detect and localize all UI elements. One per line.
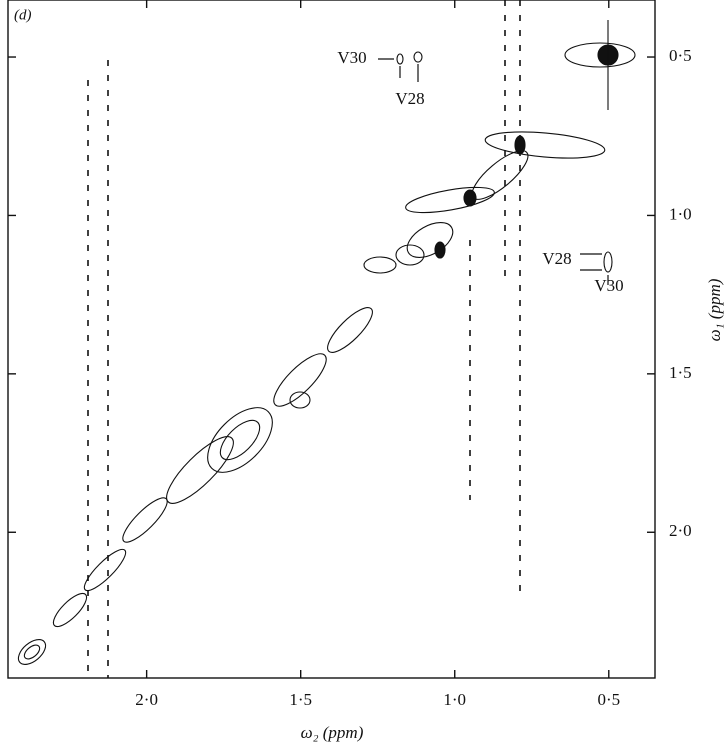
x-tick-label: 0·5 bbox=[597, 690, 620, 709]
y-tick-label: 1·5 bbox=[669, 363, 692, 382]
y-tick-label: 0·5 bbox=[669, 46, 692, 65]
artifact-streaks bbox=[87, 0, 521, 678]
y-axis-title: ω₁ (ppm) bbox=[705, 278, 724, 341]
x-tick-label: 1·0 bbox=[443, 690, 466, 709]
x-tick-label: 2·0 bbox=[135, 690, 158, 709]
annotation-leaders bbox=[378, 58, 609, 285]
annotation: V30 bbox=[337, 48, 366, 67]
annotation: V28 bbox=[542, 249, 571, 268]
y-tick-label: 2·0 bbox=[669, 521, 692, 540]
panel-label: (d) bbox=[14, 7, 32, 23]
x-axis-title: ω₂ (ppm) bbox=[301, 723, 364, 742]
x-tick-label: 1·5 bbox=[289, 690, 312, 709]
annotation: V30 bbox=[594, 276, 623, 295]
annotation: V28 bbox=[395, 89, 424, 108]
spectrum-contours bbox=[17, 20, 636, 665]
y-tick-label: 1·0 bbox=[669, 204, 692, 223]
plot-frame bbox=[7, 0, 656, 679]
